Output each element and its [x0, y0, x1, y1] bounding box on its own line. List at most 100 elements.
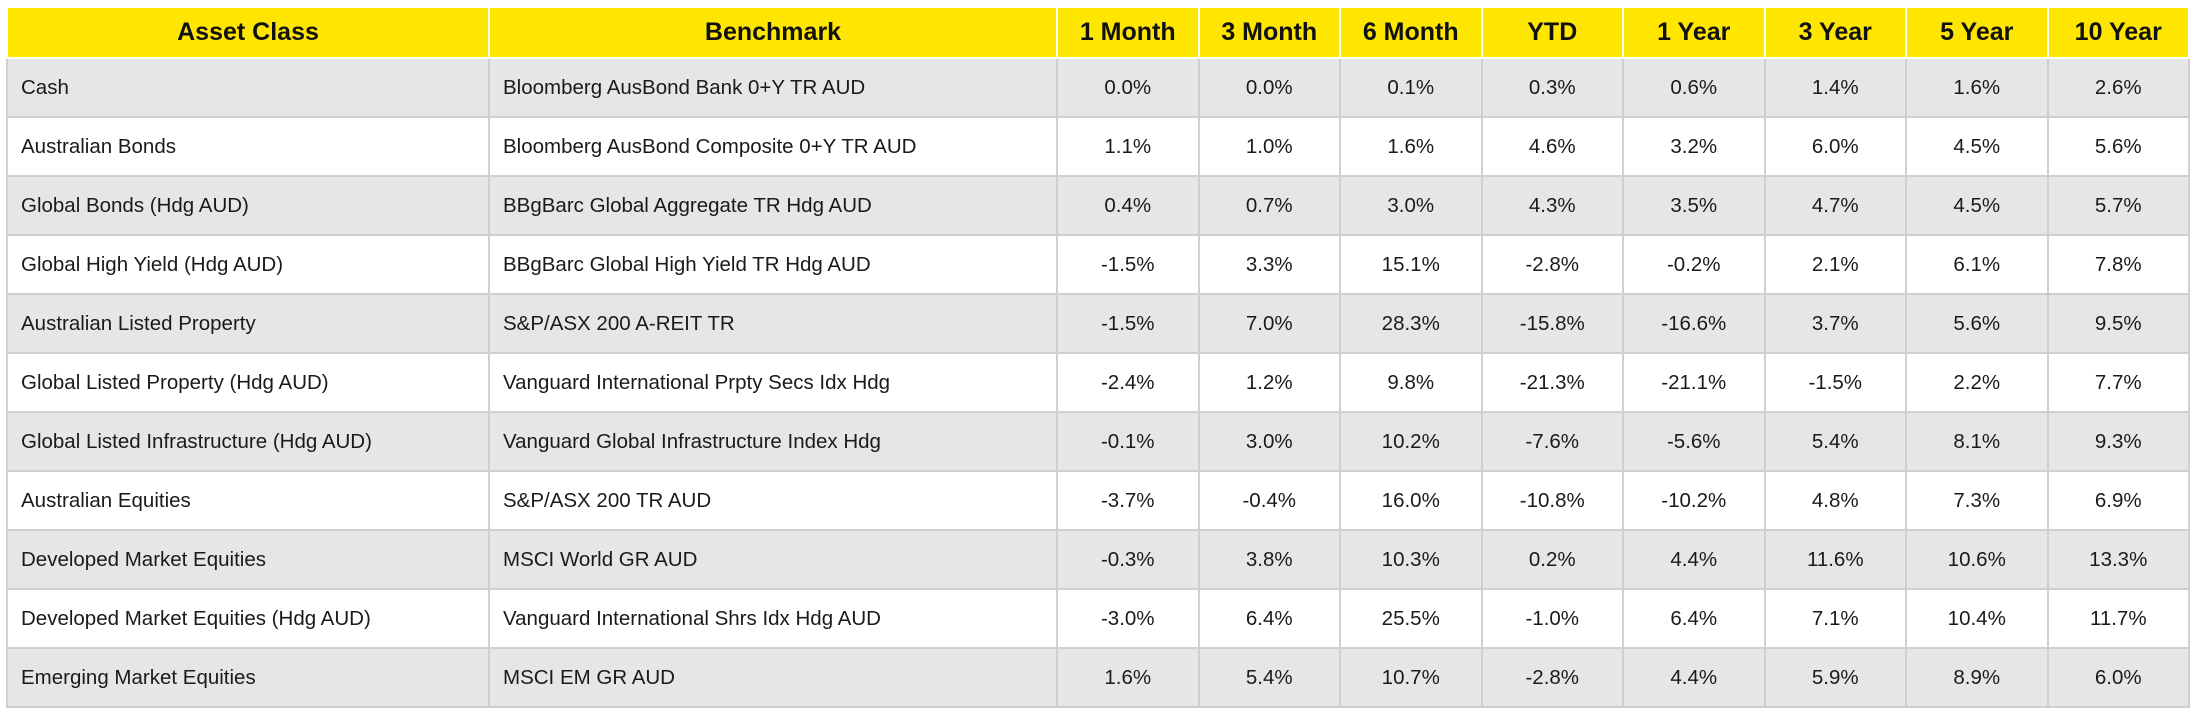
return-cell: -1.5% — [1056, 234, 1200, 295]
return-cell: -21.3% — [1480, 352, 1624, 413]
return-cell: 9.8% — [1339, 352, 1483, 413]
table-body: Cash Bloomberg AusBond Bank 0+Y TR AUD 0.0… — [6, 57, 2190, 708]
return-cell: -5.6% — [1622, 411, 1766, 472]
text-cell: MSCI EM GR AUD — [488, 647, 1058, 708]
returns-table: Asset Class Benchmark 1 Month 3 Month 6 Mont… — [6, 8, 2190, 708]
return-cell: 4.4% — [1622, 647, 1766, 708]
return-cell: -1.5% — [1056, 293, 1200, 354]
return-cell: -1.0% — [1480, 588, 1624, 649]
text-cell: Australian Equities — [6, 470, 490, 531]
return-cell: 6.4% — [1622, 588, 1766, 649]
return-cell: 1.2% — [1197, 352, 1341, 413]
return-cell: -0.1% — [1056, 411, 1200, 472]
return-cell: 5.4% — [1763, 411, 1907, 472]
return-cell: -0.4% — [1197, 470, 1341, 531]
return-cell: -7.6% — [1480, 411, 1624, 472]
return-cell: 6.4% — [1197, 588, 1341, 649]
return-cell: 0.1% — [1339, 57, 1483, 118]
return-cell: 28.3% — [1339, 293, 1483, 354]
return-cell: 3.5% — [1622, 175, 1766, 236]
return-cell: 6.0% — [2046, 647, 2190, 708]
text-cell: BBgBarc Global High Yield TR Hdg AUD — [488, 234, 1058, 295]
text-cell: Bloomberg AusBond Bank 0+Y TR AUD — [488, 57, 1058, 118]
text-cell: Vanguard Global Infrastructure Index Hdg — [488, 411, 1058, 472]
return-cell: 1.6% — [1056, 647, 1200, 708]
text-cell: S&P/ASX 200 TR AUD — [488, 470, 1058, 531]
return-cell: -3.7% — [1056, 470, 1200, 531]
return-cell: -0.2% — [1622, 234, 1766, 295]
return-cell: 4.6% — [1480, 116, 1624, 177]
return-cell: -10.8% — [1480, 470, 1624, 531]
return-cell: 11.7% — [2046, 588, 2190, 649]
table-row: Global High Yield (Hdg AUD) BBgBarc Globa… — [6, 234, 2190, 295]
text-cell: Bloomberg AusBond Composite 0+Y TR AUD — [488, 116, 1058, 177]
return-cell: 9.5% — [2046, 293, 2190, 354]
return-cell: -2.8% — [1480, 647, 1624, 708]
return-cell: 11.6% — [1763, 529, 1907, 590]
return-cell: 0.2% — [1480, 529, 1624, 590]
table-row: Australian Equities S&P/ASX 200 TR AUD -3.… — [6, 470, 2190, 531]
table-row: Global Bonds (Hdg AUD) BBgBarc Global Agg… — [6, 175, 2190, 236]
return-cell: 7.3% — [1905, 470, 2049, 531]
text-cell: Global Bonds (Hdg AUD) — [6, 175, 490, 236]
return-cell: 9.3% — [2046, 411, 2190, 472]
return-cell: 3.0% — [1339, 175, 1483, 236]
return-cell: 5.6% — [1905, 293, 2049, 354]
return-cell: 8.9% — [1905, 647, 2049, 708]
return-cell: -0.3% — [1056, 529, 1200, 590]
return-cell: 5.9% — [1763, 647, 1907, 708]
return-cell: 1.4% — [1763, 57, 1907, 118]
return-cell: -2.4% — [1056, 352, 1200, 413]
text-cell: Vanguard International Shrs Idx Hdg AUD — [488, 588, 1058, 649]
return-cell: 25.5% — [1339, 588, 1483, 649]
return-cell: 3.8% — [1197, 529, 1341, 590]
header-cell: 1 Year — [1622, 8, 1766, 59]
return-cell: 1.1% — [1056, 116, 1200, 177]
return-cell: 5.7% — [2046, 175, 2190, 236]
table-row: Australian Listed Property S&P/ASX 200 A-… — [6, 293, 2190, 354]
return-cell: 3.0% — [1197, 411, 1341, 472]
return-cell: 0.3% — [1480, 57, 1624, 118]
return-cell: 1.6% — [1339, 116, 1483, 177]
table-row: Developed Market Equities (Hdg AUD) Vangu… — [6, 588, 2190, 649]
return-cell: 4.7% — [1763, 175, 1907, 236]
table-row: Global Listed Property (Hdg AUD) Vanguard… — [6, 352, 2190, 413]
return-cell: 5.4% — [1197, 647, 1341, 708]
text-cell: Global High Yield (Hdg AUD) — [6, 234, 490, 295]
return-cell: 7.8% — [2046, 234, 2190, 295]
return-cell: 5.6% — [2046, 116, 2190, 177]
table-row: Emerging Market Equities MSCI EM GR AUD 1.… — [6, 647, 2190, 708]
text-cell: Global Listed Property (Hdg AUD) — [6, 352, 490, 413]
return-cell: 6.0% — [1763, 116, 1907, 177]
header-cell: 3 Year — [1763, 8, 1907, 59]
table-row: Australian Bonds Bloomberg AusBond Compos… — [6, 116, 2190, 177]
text-cell: S&P/ASX 200 A-REIT TR — [488, 293, 1058, 354]
text-cell: Developed Market Equities (Hdg AUD) — [6, 588, 490, 649]
text-cell: Australian Bonds — [6, 116, 490, 177]
return-cell: 4.4% — [1622, 529, 1766, 590]
return-cell: 4.3% — [1480, 175, 1624, 236]
return-cell: 4.5% — [1905, 175, 2049, 236]
return-cell: -15.8% — [1480, 293, 1624, 354]
return-cell: -3.0% — [1056, 588, 1200, 649]
table-row: Global Listed Infrastructure (Hdg AUD) Va… — [6, 411, 2190, 472]
return-cell: 0.4% — [1056, 175, 1200, 236]
return-cell: -10.2% — [1622, 470, 1766, 531]
return-cell: -21.1% — [1622, 352, 1766, 413]
header-cell: Asset Class — [6, 8, 490, 59]
return-cell: 1.6% — [1905, 57, 2049, 118]
return-cell: 10.7% — [1339, 647, 1483, 708]
header-cell: 10 Year — [2046, 8, 2190, 59]
text-cell: Developed Market Equities — [6, 529, 490, 590]
return-cell: 4.5% — [1905, 116, 2049, 177]
return-cell: 1.0% — [1197, 116, 1341, 177]
return-cell: -1.5% — [1763, 352, 1907, 413]
return-cell: 7.0% — [1197, 293, 1341, 354]
return-cell: 7.7% — [2046, 352, 2190, 413]
text-cell: Cash — [6, 57, 490, 118]
return-cell: 4.8% — [1763, 470, 1907, 531]
return-cell: 6.9% — [2046, 470, 2190, 531]
header-cell: 1 Month — [1056, 8, 1200, 59]
text-cell: BBgBarc Global Aggregate TR Hdg AUD — [488, 175, 1058, 236]
